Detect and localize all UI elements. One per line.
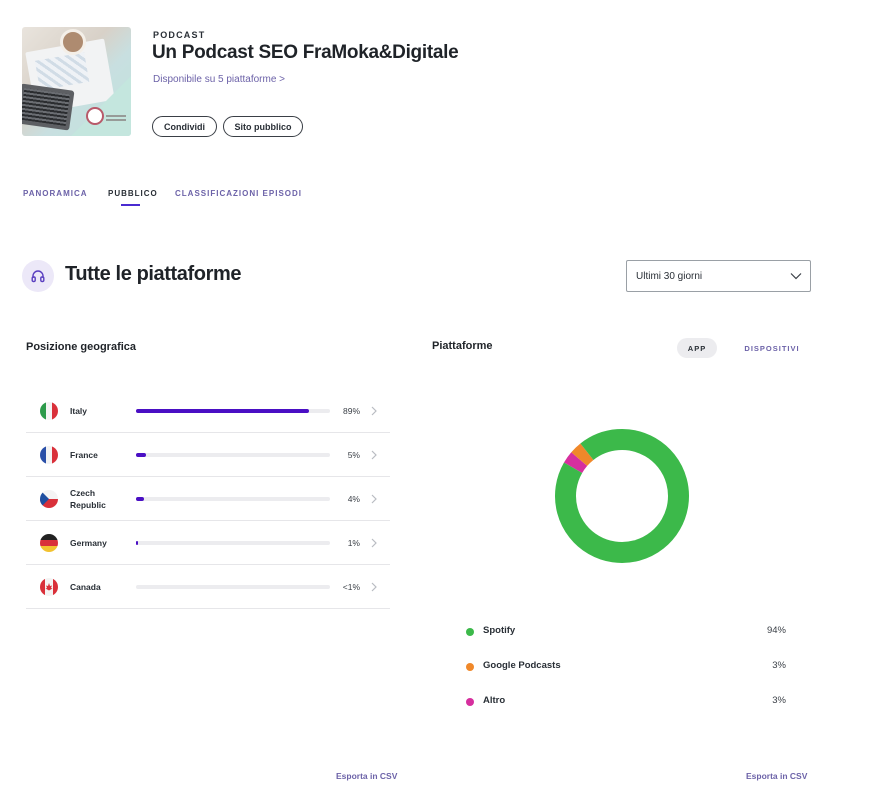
podcast-title: Un Podcast SEO FraMoka&Digitale [152, 42, 459, 63]
tab-episode-rankings[interactable]: CLASSIFICAZIONI EPISODI [175, 189, 303, 198]
chevron-right-icon [371, 582, 377, 592]
share-bar [136, 541, 330, 545]
czech-flag-icon [40, 490, 58, 508]
share-bar [136, 453, 330, 457]
geo-list: Italy 89% France 5% Czech Republic 4% Ge… [26, 389, 390, 609]
geo-row-france[interactable]: France 5% [26, 433, 390, 477]
section-title: Tutte le piattaforme [65, 263, 242, 285]
share-percent: 89% [342, 406, 360, 416]
share-bar [136, 409, 330, 413]
podcast-kicker: PODCAST [153, 30, 206, 40]
geo-title: Posizione geografica [26, 341, 137, 353]
germany-flag-icon [40, 534, 58, 552]
platforms-title: Piattaforme [432, 340, 493, 352]
legend-percent: 3% [772, 695, 786, 706]
geo-row-canada[interactable]: Canada <1% [26, 565, 390, 609]
legend-percent: 94% [766, 625, 786, 636]
donut-slice-altro [554, 428, 689, 563]
tab-audience[interactable]: PUBBLICO [108, 189, 158, 198]
donut-slice-spotify [554, 428, 689, 563]
legend-item-other: Altro 3% [466, 695, 786, 709]
geo-row-germany[interactable]: Germany 1% [26, 521, 390, 565]
active-tab-indicator [121, 204, 140, 206]
share-bar [136, 585, 330, 589]
other-dot-icon [466, 698, 474, 706]
podcast-cover-image [22, 27, 131, 136]
tab-overview[interactable]: PANORAMICA [23, 189, 88, 198]
country-name: Czech Republic [70, 488, 106, 510]
platforms-export-csv-link[interactable]: Esporta in CSV [746, 771, 808, 781]
country-name: France [70, 450, 98, 460]
period-select[interactable]: Ultimi 30 giorni [626, 260, 811, 292]
legend-item-spotify: Spotify 94% [466, 625, 786, 639]
legend-name: Spotify [483, 625, 516, 636]
geo-row-italy[interactable]: Italy 89% [26, 389, 390, 433]
legend-name: Altro [483, 695, 506, 706]
share-bar [136, 497, 330, 501]
share-percent: 5% [347, 450, 360, 460]
legend-item-google-podcasts: Google Podcasts 3% [466, 660, 786, 674]
share-percent: 4% [347, 494, 360, 504]
chevron-down-icon [790, 273, 802, 280]
legend-percent: 3% [772, 660, 786, 671]
share-button[interactable]: Condividi [152, 116, 217, 137]
chevron-right-icon [371, 406, 377, 416]
canada-flag-icon [40, 578, 58, 596]
chevron-right-icon [371, 538, 377, 548]
toggle-app[interactable]: APP [677, 338, 717, 358]
italy-flag-icon [40, 402, 58, 420]
france-flag-icon [40, 446, 58, 464]
share-percent: 1% [347, 538, 360, 548]
spotify-dot-icon [466, 628, 474, 636]
country-name: Germany [70, 538, 107, 548]
geo-export-csv-link[interactable]: Esporta in CSV [336, 771, 398, 781]
share-percent: <1% [342, 582, 360, 592]
public-site-button[interactable]: Sito pubblico [223, 116, 303, 137]
period-select-value: Ultimi 30 giorni [636, 270, 703, 282]
toggle-devices[interactable]: DISPOSITIVI [744, 343, 800, 353]
availability-link[interactable]: Disponibile su 5 piattaforme > [153, 74, 286, 85]
google-podcasts-dot-icon [466, 663, 474, 671]
legend-name: Google Podcasts [483, 660, 561, 671]
chevron-right-icon [371, 450, 377, 460]
chevron-right-icon [371, 494, 377, 504]
country-name: Canada [70, 582, 101, 592]
country-name: Italy [70, 406, 88, 416]
platforms-donut-chart [554, 428, 689, 563]
headphones-icon [22, 260, 54, 292]
geo-row-czech-republic[interactable]: Czech Republic 4% [26, 477, 390, 521]
